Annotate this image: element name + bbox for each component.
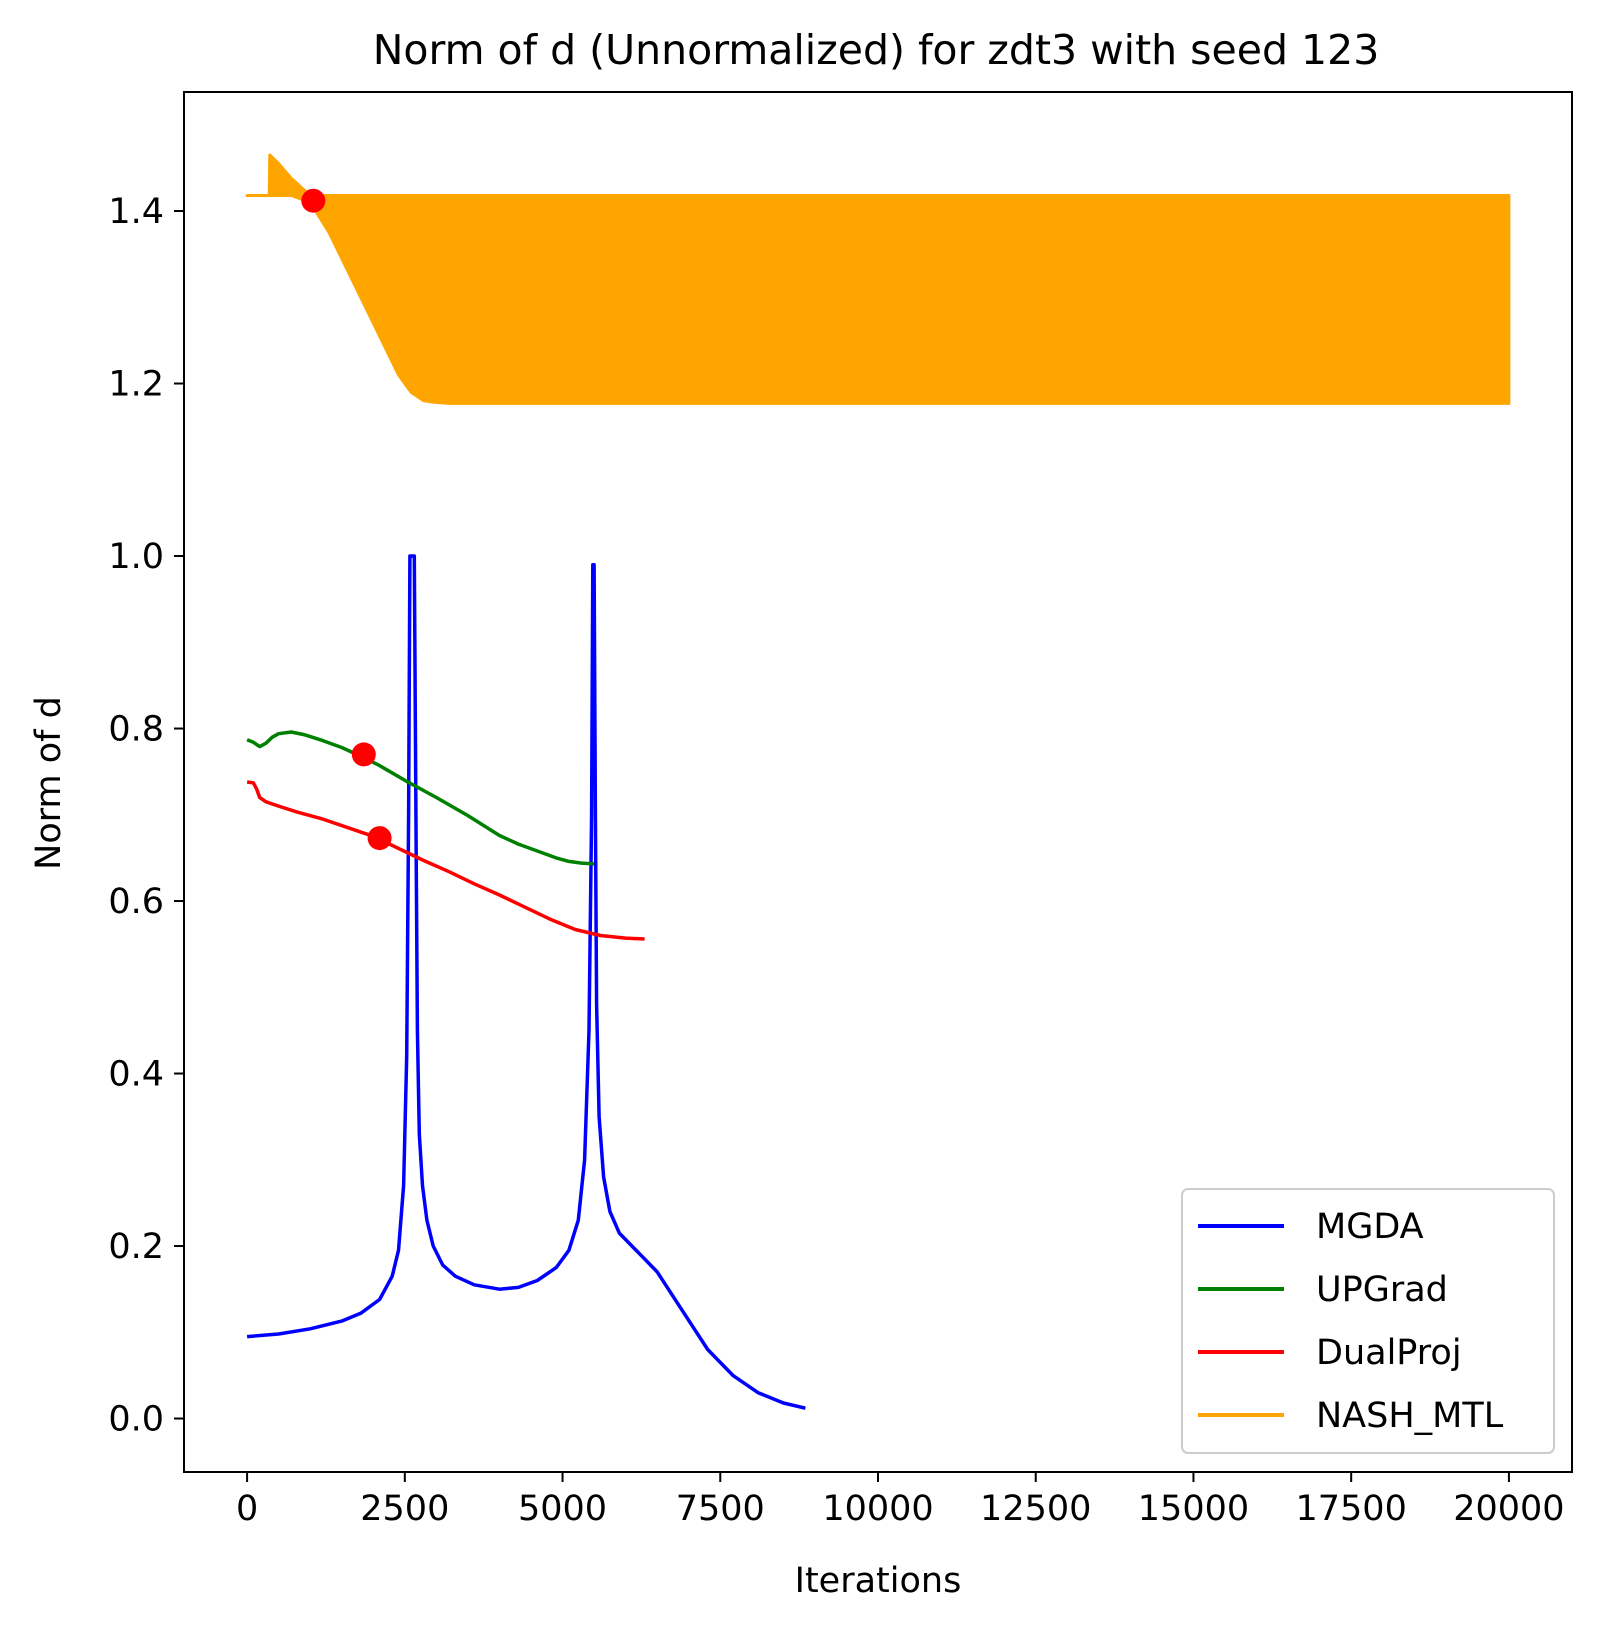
x-tick-label: 10000 <box>822 1489 933 1529</box>
y-tick-label: 0.0 <box>108 1400 164 1440</box>
plot-area <box>245 153 1511 1410</box>
y-tick-label: 0.6 <box>108 882 164 922</box>
x-tick-label: 20000 <box>1453 1489 1564 1529</box>
legend-label-mgda: MGDA <box>1316 1207 1424 1247</box>
x-tick-label: 15000 <box>1138 1489 1249 1529</box>
y-tick-label: 0.2 <box>108 1227 164 1267</box>
series-line-dualproj <box>246 780 645 941</box>
x-axis: 0 2500 5000 7500 10000 12500 15000 17500 20000 <box>236 1472 1565 1529</box>
y-tick-label: 1.0 <box>108 537 164 577</box>
y-axis: 0.0 0.2 0.4 0.6 0.8 1.0 1.2 1.4 <box>108 192 184 1440</box>
marker-point-nash-mtl <box>301 188 326 213</box>
y-tick-label: 1.2 <box>108 365 164 405</box>
x-axis-label: Iterations <box>795 1561 962 1601</box>
legend-label-nash-mtl: NASH_MTL <box>1316 1396 1504 1436</box>
x-tick-label: 7500 <box>676 1489 765 1529</box>
y-axis-label: Norm of d <box>29 696 69 870</box>
x-tick-label: 5000 <box>518 1489 607 1529</box>
legend-box <box>1181 1188 1555 1454</box>
marker-point-dualproj <box>367 826 392 851</box>
legend-label-dualproj: DualProj <box>1316 1333 1462 1373</box>
y-tick-label: 0.4 <box>108 1055 164 1095</box>
chart-title: Norm of d (Unnormalized) for zdt3 with s… <box>373 26 1380 74</box>
legend-label-upgrad: UPGrad <box>1316 1270 1448 1310</box>
x-tick-label: 0 <box>236 1489 258 1529</box>
series-line-mgda <box>246 554 806 1410</box>
y-tick-label: 0.8 <box>108 710 164 750</box>
marker-point-upgrad <box>351 742 376 767</box>
y-tick-label: 1.4 <box>108 192 164 232</box>
legend: MGDA UPGrad DualProj NASH_MTL <box>1181 1188 1555 1454</box>
x-tick-label: 17500 <box>1296 1489 1407 1529</box>
x-tick-label: 2500 <box>360 1489 449 1529</box>
x-tick-label: 12500 <box>980 1489 1091 1529</box>
